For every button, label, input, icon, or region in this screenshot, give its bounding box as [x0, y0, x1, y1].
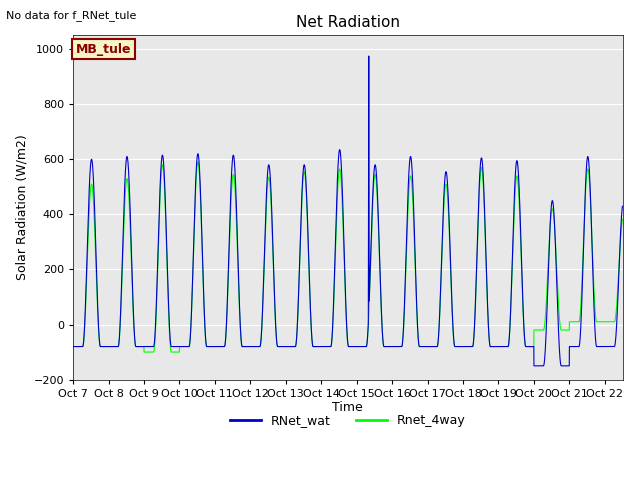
Line: RNet_wat: RNet_wat — [73, 56, 623, 366]
RNet_wat — [134, 344, 141, 349]
Text: MB_tule: MB_tule — [76, 43, 131, 56]
Rnet_4way — [194, 159, 202, 165]
RNet_wat — [365, 53, 372, 59]
RNet_wat — [278, 344, 286, 349]
Rnet_4way — [619, 216, 627, 222]
Title: Net Radiation: Net Radiation — [296, 15, 400, 30]
Rnet_4way — [484, 322, 492, 328]
RNet_wat — [619, 204, 627, 209]
RNet_wat — [69, 344, 77, 349]
RNet_wat — [231, 163, 239, 168]
Y-axis label: Solar Radiation (W/m2): Solar Radiation (W/m2) — [15, 134, 28, 280]
Rnet_4way — [134, 344, 141, 349]
Rnet_4way — [140, 349, 148, 355]
RNet_wat — [520, 330, 528, 336]
Legend: RNet_wat, Rnet_4way: RNet_wat, Rnet_4way — [225, 409, 471, 432]
Rnet_4way — [534, 327, 541, 333]
Line: Rnet_4way: Rnet_4way — [73, 162, 623, 352]
RNet_wat — [484, 320, 492, 325]
Rnet_4way — [520, 332, 528, 338]
RNet_wat — [534, 363, 541, 369]
Text: No data for f_RNet_tule: No data for f_RNet_tule — [6, 10, 137, 21]
X-axis label: Time: Time — [332, 401, 363, 414]
RNet_wat — [530, 363, 538, 369]
Rnet_4way — [231, 183, 239, 189]
Rnet_4way — [279, 344, 287, 349]
Rnet_4way — [69, 344, 77, 349]
